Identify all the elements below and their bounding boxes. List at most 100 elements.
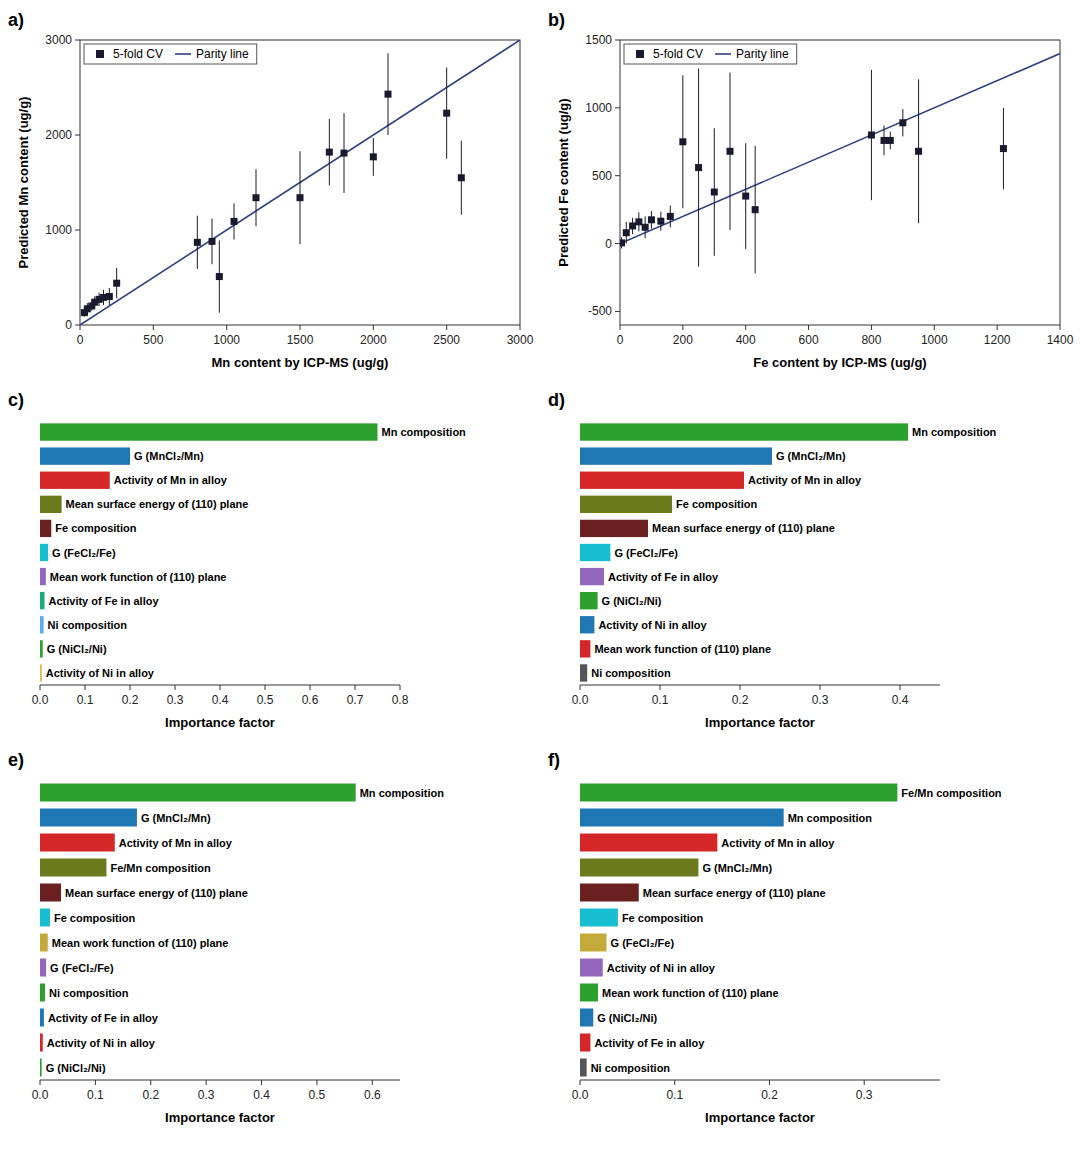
x-tick	[226, 325, 227, 330]
x-tick	[580, 1080, 581, 1085]
legend-item: 5-fold CV	[96, 47, 163, 61]
plot-marks	[620, 54, 1060, 274]
x-tick	[674, 1080, 675, 1085]
point	[642, 224, 649, 231]
parity-line	[620, 54, 1060, 244]
bar	[40, 592, 45, 609]
x-tick-label: 0.0	[32, 1088, 49, 1102]
bar-label: Fe/Mn composition	[901, 787, 1002, 799]
panel: a)050010001500200025003000Mn content by …	[8, 10, 534, 370]
bar-label: Ni composition	[591, 1062, 671, 1074]
point	[727, 148, 734, 155]
bar	[580, 616, 594, 633]
point	[620, 239, 625, 246]
x-tick	[310, 685, 311, 690]
x-tick-label: 1000	[921, 333, 948, 347]
line-layer	[620, 54, 1060, 244]
x-tick-label: 200	[673, 333, 693, 347]
x-axis-label: Importance factor	[705, 1110, 815, 1125]
y-tick-label: 0	[605, 237, 612, 251]
point	[881, 137, 888, 144]
panel-title: c)	[8, 390, 24, 410]
x-tick	[745, 325, 746, 330]
bar-label: Mean surface energy of (110) plane	[66, 498, 249, 510]
x-tick-label: 1400	[1047, 333, 1074, 347]
point	[899, 119, 906, 126]
x-tick-label: 0.2	[142, 1088, 159, 1102]
x-axis-label: Fe content by ICP-MS (ug/g)	[753, 355, 926, 370]
bar-label: G (FeCl₂/Fe)	[614, 547, 678, 559]
x-tick-label: 0.6	[302, 693, 319, 707]
bar-label: Activity of Fe in alloy	[49, 595, 160, 607]
bar	[40, 447, 130, 464]
x-tick-label: 0.8	[392, 693, 409, 707]
x-tick	[769, 1080, 770, 1085]
point	[752, 206, 759, 213]
point	[915, 148, 922, 155]
point-layer	[81, 53, 465, 316]
bar	[40, 496, 62, 513]
panel: d)0.00.10.20.30.4Importance factorMn com…	[548, 390, 997, 730]
point	[106, 293, 113, 300]
point	[209, 238, 216, 245]
point	[370, 153, 377, 160]
x-tick-label: 1500	[287, 333, 314, 347]
point	[216, 273, 223, 280]
point	[711, 189, 718, 196]
x-tick-label: 0.3	[856, 1088, 873, 1102]
bar-label: Fe composition	[676, 498, 758, 510]
bar	[580, 834, 717, 852]
y-tick-label: 0	[65, 318, 72, 332]
bar-label: Activity of Ni in alloy	[598, 619, 707, 631]
panel-title: b)	[548, 10, 565, 30]
legend-box	[84, 44, 257, 64]
bar	[580, 592, 598, 609]
x-tick	[373, 325, 374, 330]
point	[679, 138, 686, 145]
bar	[580, 1059, 587, 1077]
legend-symbol	[715, 53, 731, 55]
legend-symbol	[175, 53, 191, 55]
panel: b)0200400600800100012001400Fe content by…	[548, 10, 1074, 370]
bar-label: G (FeCl₂/Fe)	[611, 937, 675, 949]
bar-label: Activity of Fe in alloy	[608, 571, 719, 583]
y-tick	[615, 175, 620, 176]
y-tick-label: 1000	[45, 223, 72, 237]
y-tick-label: 3000	[45, 33, 72, 47]
bar-label: Mn composition	[912, 426, 997, 438]
panel-title: d)	[548, 390, 565, 410]
x-tick	[153, 325, 154, 330]
bar	[580, 984, 598, 1002]
x-tick-label: 0.0	[572, 693, 589, 707]
bar-label: G (FeCl₂/Fe)	[52, 547, 116, 559]
bar	[580, 859, 698, 877]
legend-symbol	[96, 50, 104, 58]
x-tick	[372, 1080, 373, 1085]
point	[635, 218, 642, 225]
bar-label: Activity of Mn in alloy	[721, 837, 835, 849]
figure: a)050010001500200025003000Mn content by …	[0, 0, 1080, 1158]
legend-label: 5-fold CV	[653, 47, 703, 61]
bar	[580, 884, 639, 902]
bar-label: Mn composition	[360, 787, 445, 799]
bar	[40, 984, 45, 1002]
x-tick-label: 0.4	[212, 693, 229, 707]
bar-label: G (NiCl₂/Ni)	[597, 1012, 657, 1024]
point	[326, 149, 333, 156]
bar-label: Mean work function of (110) plane	[50, 571, 227, 583]
bar-label: Ni composition	[48, 619, 128, 631]
bar-label: Mean work function of (110) plane	[602, 987, 779, 999]
x-tick-label: 600	[799, 333, 819, 347]
x-tick-label: 0.1	[652, 693, 669, 707]
y-tick-label: 2000	[45, 128, 72, 142]
x-tick-label: 1000	[213, 333, 240, 347]
bar	[580, 568, 604, 585]
panel: e)0.00.10.20.30.40.50.6Importance factor…	[8, 750, 444, 1125]
x-tick	[95, 1080, 96, 1085]
x-tick-label: 0.4	[253, 1088, 270, 1102]
bar	[40, 784, 356, 802]
legend: 5-fold CVParity line	[624, 44, 797, 64]
bar-label: Mn composition	[382, 426, 467, 438]
bar	[40, 568, 46, 585]
x-tick	[1060, 325, 1061, 330]
